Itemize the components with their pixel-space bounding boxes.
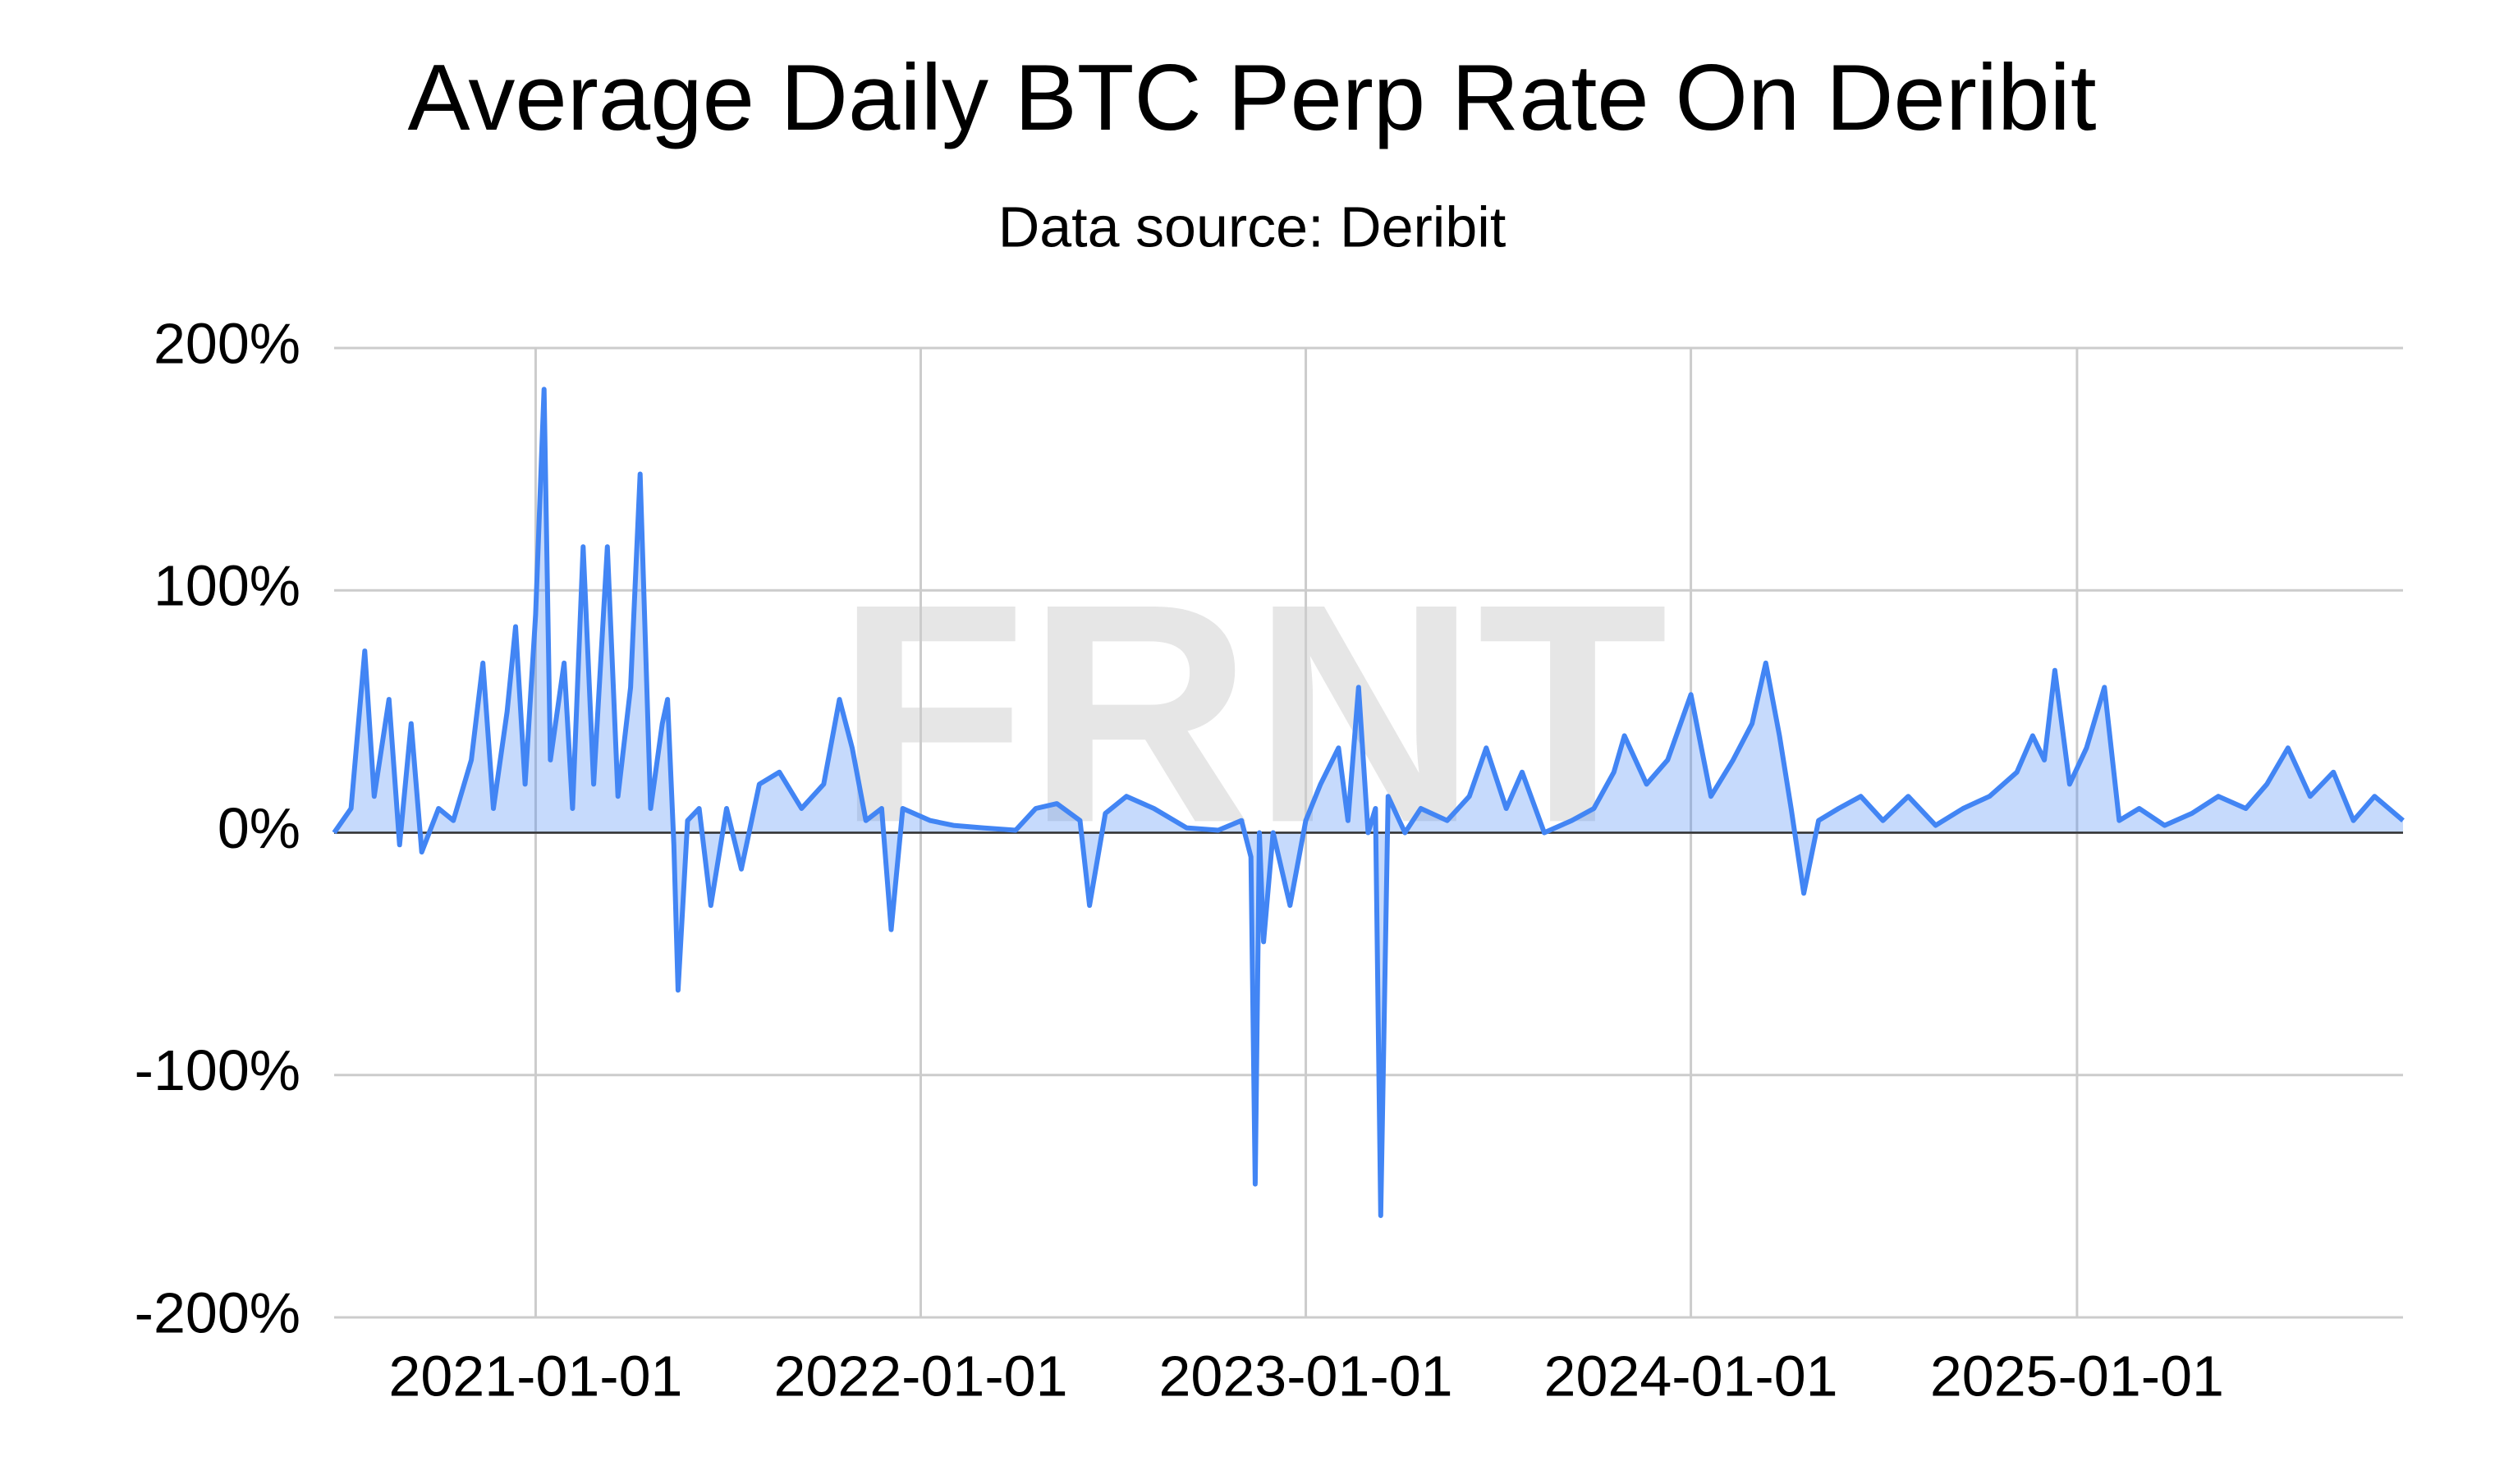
y-tick-label: 200% — [154, 311, 300, 375]
y-tick-label: 0% — [218, 796, 300, 860]
y-tick-label: -100% — [135, 1038, 300, 1102]
x-tick-label: 2021-01-01 — [388, 1344, 682, 1408]
y-tick-label: -200% — [135, 1280, 300, 1344]
chart-title: Average Daily BTC Perp Rate On Deribit — [407, 46, 2096, 150]
chart-subtitle: Data source: Deribit — [998, 195, 1507, 259]
y-tick-label: 100% — [154, 554, 300, 618]
series-line — [332, 387, 2405, 1218]
x-tick-label: 2024-01-01 — [1544, 1344, 1838, 1408]
x-tick-label: 2025-01-01 — [1930, 1344, 2224, 1408]
x-tick-label: 2022-01-01 — [773, 1344, 1067, 1408]
x-tick-label: 2023-01-01 — [1159, 1344, 1453, 1408]
